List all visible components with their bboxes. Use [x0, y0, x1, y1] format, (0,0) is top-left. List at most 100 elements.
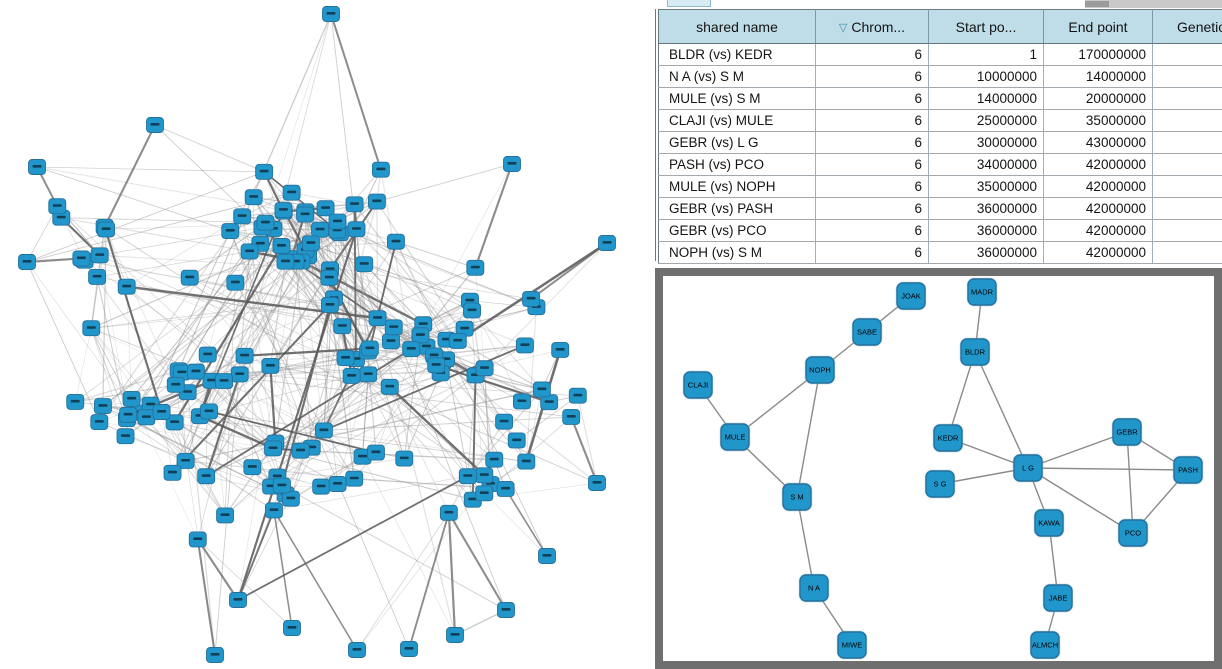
network-node[interactable]: [243, 459, 262, 476]
network-edge[interactable]: [1126, 431, 1134, 534]
network-node[interactable]: MADR: [967, 278, 997, 306]
network-node[interactable]: [366, 444, 385, 461]
network-node[interactable]: [485, 451, 504, 468]
filter-icon[interactable]: ▽: [838, 21, 848, 34]
network-node[interactable]: JOAK: [896, 282, 926, 310]
column-header-end-point[interactable]: End point: [1043, 9, 1153, 44]
column-header-shared-name[interactable]: shared name: [658, 9, 816, 44]
network-node[interactable]: S M: [782, 483, 812, 511]
network-node[interactable]: [562, 409, 581, 425]
network-node[interactable]: [229, 592, 247, 608]
network-edge[interactable]: [1027, 431, 1128, 469]
network-node[interactable]: [495, 413, 514, 430]
table-row[interactable]: MULE (vs) NOPH6350000004200000010.5: [658, 175, 1222, 198]
network-node[interactable]: [215, 373, 233, 390]
network-node[interactable]: [336, 350, 355, 366]
network-node[interactable]: [568, 387, 587, 404]
network-node[interactable]: [165, 414, 184, 431]
network-node[interactable]: PCO: [1118, 519, 1148, 547]
network-node[interactable]: [342, 368, 361, 384]
network-node[interactable]: [272, 238, 291, 254]
network-node[interactable]: NOPH: [805, 356, 835, 384]
network-node[interactable]: GEBR: [1112, 418, 1142, 446]
network-node[interactable]: CLAJI: [683, 371, 713, 399]
network-node[interactable]: [598, 235, 616, 251]
scrollbar-thumb[interactable]: [1085, 1, 1109, 7]
network-node[interactable]: [458, 468, 477, 485]
table-row[interactable]: GEBR (vs) PCO636000000420000008.4: [658, 219, 1222, 242]
network-edge[interactable]: [1027, 467, 1189, 471]
network-node[interactable]: [371, 161, 390, 178]
network-node[interactable]: [226, 274, 245, 291]
table-row[interactable]: N A (vs) S M610000000140000006.6: [658, 65, 1222, 88]
network-node[interactable]: [588, 475, 606, 491]
network-node[interactable]: [198, 346, 217, 363]
table-row[interactable]: CLAJI (vs) MULE625000000350000005.9: [658, 109, 1222, 132]
network-edge[interactable]: [974, 351, 1029, 469]
network-node[interactable]: [244, 189, 263, 206]
network-node[interactable]: [328, 213, 347, 230]
network-node[interactable]: [28, 159, 46, 175]
table-row[interactable]: GEBR (vs) PASH636000000420000008.9: [658, 197, 1222, 220]
network-node[interactable]: [475, 360, 494, 377]
network-node[interactable]: MIWE: [837, 631, 867, 659]
column-header-start-po-[interactable]: Start po...: [928, 9, 1044, 44]
network-node[interactable]: [384, 319, 403, 336]
network-node[interactable]: [522, 290, 541, 307]
network-node[interactable]: [282, 184, 301, 201]
network-node[interactable]: [90, 247, 109, 264]
network-node[interactable]: [93, 398, 112, 415]
network-node[interactable]: [448, 332, 467, 349]
network-node[interactable]: [348, 642, 366, 658]
network-edge[interactable]: [796, 496, 815, 589]
network-node[interactable]: [48, 198, 67, 215]
network-node[interactable]: [463, 302, 481, 319]
network-node[interactable]: [311, 221, 330, 238]
network-node[interactable]: [382, 333, 400, 350]
network-node[interactable]: SABE: [852, 318, 882, 346]
network-node[interactable]: [283, 620, 301, 636]
network-node[interactable]: [197, 468, 216, 485]
network-node[interactable]: [395, 450, 414, 467]
network-node[interactable]: [551, 342, 570, 358]
network-node[interactable]: MULE: [720, 423, 750, 451]
network-node[interactable]: [345, 470, 364, 487]
network-node[interactable]: [322, 6, 340, 22]
network-node[interactable]: [400, 641, 418, 657]
network-node[interactable]: [261, 358, 280, 374]
network-node[interactable]: [427, 357, 446, 374]
network-node[interactable]: [359, 366, 378, 383]
network-node[interactable]: [176, 453, 195, 469]
network-node[interactable]: [316, 200, 335, 217]
network-node[interactable]: [360, 340, 379, 357]
network-node[interactable]: [235, 347, 254, 364]
network-node[interactable]: JABE: [1043, 584, 1073, 612]
network-node[interactable]: [475, 467, 494, 484]
network-node[interactable]: [200, 403, 218, 420]
network-node[interactable]: [475, 485, 494, 502]
network-node[interactable]: [72, 250, 91, 267]
network-node[interactable]: ALMCH: [1030, 631, 1060, 659]
network-node[interactable]: [446, 627, 464, 643]
network-node[interactable]: [345, 196, 364, 213]
network-node[interactable]: [221, 223, 240, 240]
network-node[interactable]: [264, 440, 283, 457]
network-node[interactable]: [240, 243, 259, 260]
network-edge[interactable]: [796, 369, 821, 498]
network-node[interactable]: [255, 163, 274, 180]
network-edge[interactable]: [734, 369, 821, 438]
network-node[interactable]: KEDR: [933, 424, 963, 452]
network-node[interactable]: BLDR: [960, 338, 990, 366]
network-node[interactable]: [367, 193, 386, 210]
network-node[interactable]: [233, 208, 252, 225]
network-node[interactable]: [320, 269, 339, 286]
network-node[interactable]: [411, 327, 430, 344]
network-node[interactable]: [386, 233, 405, 250]
column-header-genetic-[interactable]: Genetic...: [1152, 9, 1222, 44]
network-node[interactable]: [166, 376, 185, 393]
network-node[interactable]: [402, 341, 421, 358]
network-node[interactable]: [188, 531, 207, 548]
network-node[interactable]: [82, 320, 101, 337]
network-node[interactable]: [274, 202, 293, 219]
network-node[interactable]: [515, 337, 534, 354]
